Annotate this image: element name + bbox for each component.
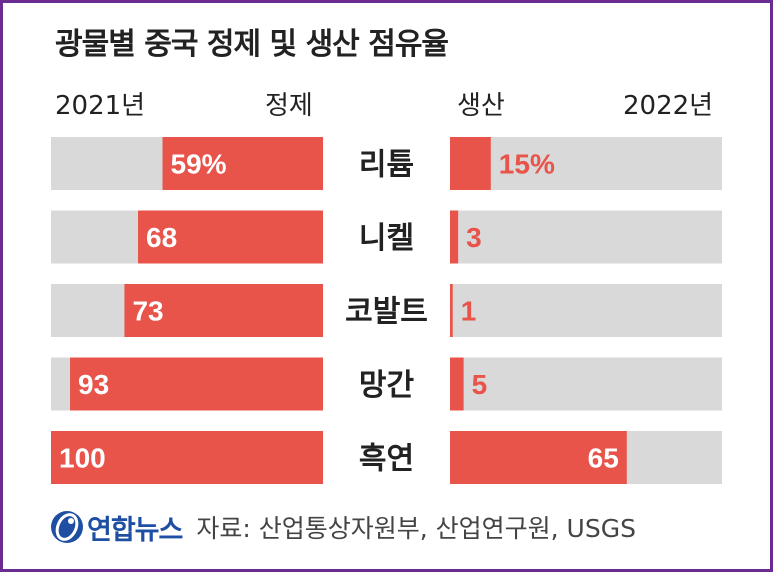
chart-title: 광물별 중국 정제 및 생산 점유율 bbox=[55, 27, 449, 62]
production-value-label: 3 bbox=[466, 222, 482, 253]
refining-value-label: 93 bbox=[78, 369, 109, 400]
production-bar bbox=[450, 357, 464, 411]
production-value-label: 15% bbox=[499, 149, 555, 180]
right-year-label: 2022년 bbox=[623, 91, 714, 121]
category-label: 코발트 bbox=[345, 295, 428, 330]
refining-header: 정제 bbox=[265, 91, 313, 121]
production-bar bbox=[450, 284, 453, 337]
bar-chart: 59% 리튬 15% 68 니켈 3 73 코발트 1 93 망간 5 100 흑연 65 bbox=[51, 137, 722, 484]
category-label: 망간 bbox=[359, 368, 415, 403]
refining-value-label: 73 bbox=[132, 296, 163, 327]
production-track bbox=[450, 210, 722, 264]
refining-bar bbox=[162, 137, 323, 190]
left-year-label: 2021년 bbox=[55, 91, 146, 121]
production-header: 생산 bbox=[457, 91, 505, 121]
production-bar bbox=[450, 137, 491, 190]
category-label: 흑연 bbox=[359, 442, 414, 477]
yonhap-logo-text: 연합뉴스 bbox=[87, 514, 183, 546]
production-value-label: 1 bbox=[461, 296, 477, 327]
source-note: 자료: 산업통상자원부, 산업연구원, USGS bbox=[196, 514, 636, 543]
production-track bbox=[450, 357, 722, 411]
refining-bar bbox=[70, 357, 323, 411]
production-bar bbox=[450, 431, 627, 484]
production-track bbox=[450, 137, 722, 190]
yonhap-logo-icon bbox=[51, 511, 83, 543]
category-label: 리튬 bbox=[359, 148, 414, 183]
refining-bar bbox=[51, 431, 323, 484]
footer: 연합뉴스 자료: 산업통상자원부, 산업연구원, USGS bbox=[49, 505, 636, 549]
production-value-label: 5 bbox=[472, 369, 488, 400]
refining-bar bbox=[138, 210, 323, 264]
category-label: 니켈 bbox=[359, 221, 414, 256]
production-value-label: 65 bbox=[588, 443, 619, 474]
refining-value-label: 100 bbox=[59, 443, 106, 474]
refining-bar bbox=[124, 284, 323, 337]
yonhap-logo: 연합뉴스 bbox=[49, 508, 183, 547]
production-bar bbox=[450, 210, 459, 264]
refining-value-label: 59% bbox=[171, 149, 227, 180]
refining-value-label: 68 bbox=[146, 222, 177, 253]
production-track bbox=[450, 284, 722, 337]
